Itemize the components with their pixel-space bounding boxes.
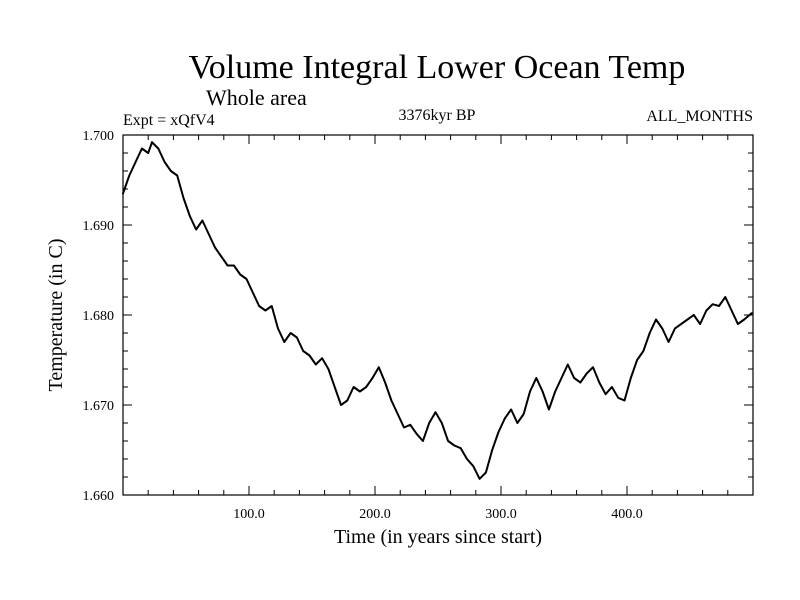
chart-title: Volume Integral Lower Ocean Temp — [189, 49, 686, 86]
y-tick-label: 1.680 — [83, 309, 115, 324]
x-tick-label: 400.0 — [611, 507, 643, 522]
plot-frame — [122, 134, 754, 496]
x-tick-label: 300.0 — [485, 507, 517, 522]
y-tick-label: 1.690 — [83, 219, 115, 234]
chart-subtitle: Whole area — [206, 85, 307, 110]
y-tick-label: 1.660 — [83, 489, 115, 504]
y-tick-label: 1.700 — [83, 129, 115, 144]
months-label: ALL_MONTHS — [646, 108, 753, 125]
y-axis-label: Temperature (in C) — [45, 239, 67, 392]
experiment-label: Expt = xQfV4 — [123, 112, 215, 129]
x-tick-label: 100.0 — [233, 507, 265, 522]
x-tick-labels: 100.0 200.0 300.0 400.0 — [233, 507, 643, 522]
y-tick-labels: 1.660 1.670 1.680 1.690 1.700 — [83, 129, 115, 504]
period-label: 3376kyr BP — [399, 107, 476, 124]
y-tick-label: 1.670 — [83, 399, 115, 414]
x-axis-label: Time (in years since start) — [334, 526, 542, 548]
axis-ticks — [123, 134, 753, 496]
x-tick-label: 200.0 — [359, 507, 391, 522]
temperature-series-line — [122, 141, 753, 480]
